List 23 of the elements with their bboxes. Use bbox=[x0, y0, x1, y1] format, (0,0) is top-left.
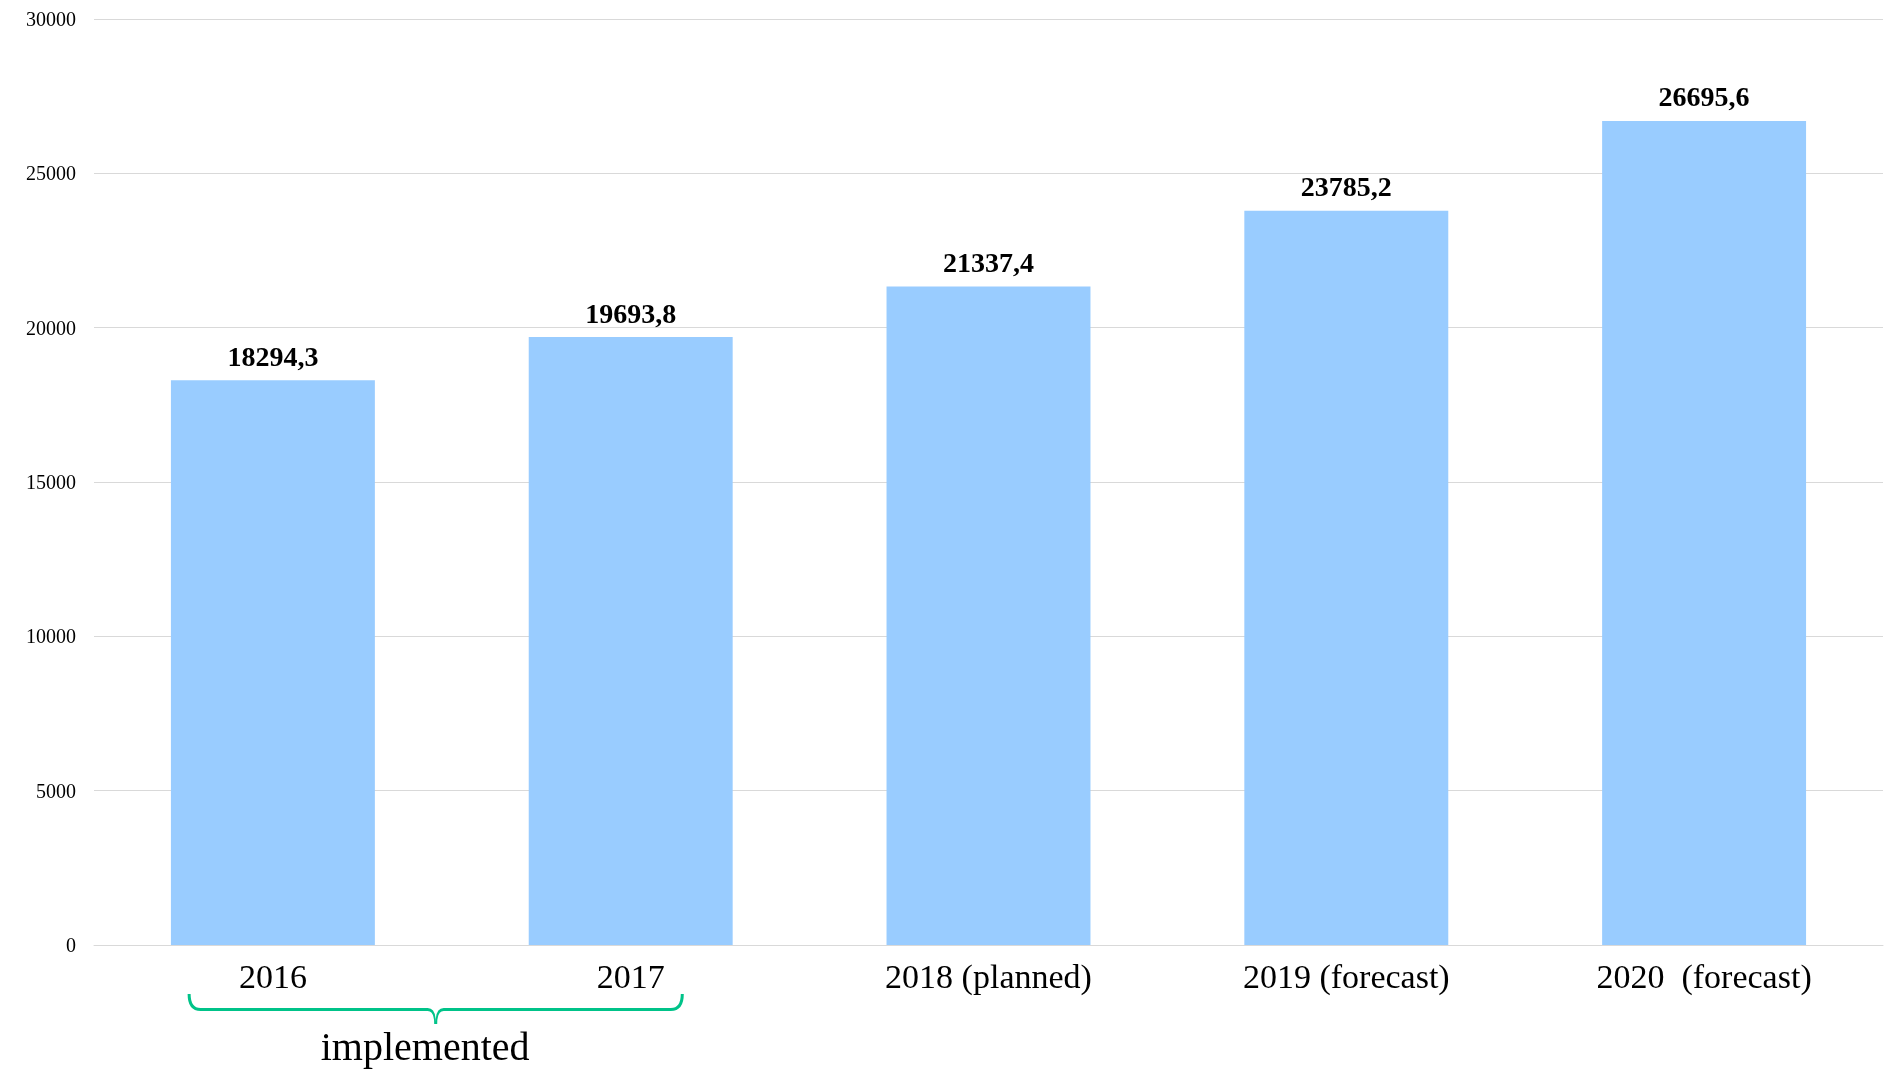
data-label: 26695,6 bbox=[1658, 81, 1750, 113]
x-tick-label: 2018 (planned) bbox=[885, 957, 1092, 996]
text: implemented bbox=[320, 1023, 530, 1069]
y-tick-label: 25000 bbox=[26, 162, 76, 185]
y-tick-label: 0 bbox=[66, 934, 76, 956]
bar bbox=[1602, 121, 1807, 945]
y-tick-label: 15000 bbox=[26, 471, 76, 493]
data-label: 21337,4 bbox=[943, 246, 1034, 278]
bar bbox=[1244, 210, 1449, 945]
y-tick-label: 30000 bbox=[26, 8, 76, 30]
x-tick-label: 2016 bbox=[238, 957, 307, 995]
bar bbox=[528, 337, 733, 945]
y-tick-label: 10000 bbox=[26, 625, 76, 648]
y-tick-label: 5000 bbox=[36, 779, 76, 802]
bar bbox=[886, 286, 1091, 945]
x-tick-label: 2017 bbox=[596, 957, 665, 995]
x-tick-label: 2020 (forecast) bbox=[1596, 957, 1812, 996]
data-label: 19693,8 bbox=[585, 297, 677, 329]
bar bbox=[170, 380, 375, 945]
data-label: 18294,3 bbox=[227, 340, 319, 372]
data-label: 23785,2 bbox=[1300, 171, 1392, 203]
x-tick-label: 2019 (forecast) bbox=[1242, 957, 1450, 996]
y-tick-label: 20000 bbox=[26, 316, 76, 339]
